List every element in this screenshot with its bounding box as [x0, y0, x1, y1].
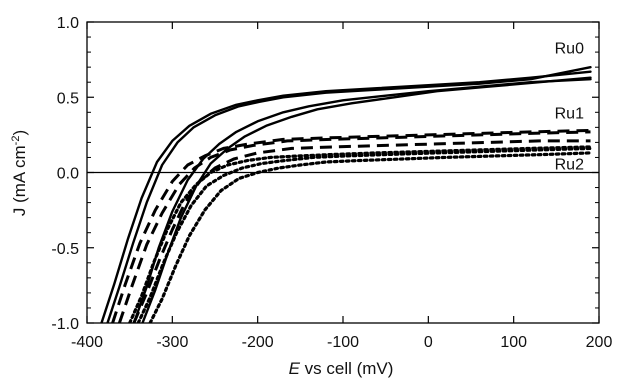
series-ru1-curve-2 — [117, 130, 591, 323]
series-ru1-curve-3 — [132, 139, 591, 323]
x-tick-label: -400 — [71, 334, 103, 351]
y-tick-label: 0.5 — [57, 90, 79, 107]
series-ru0-curve-1 — [100, 70, 592, 323]
curve-layer — [100, 66, 593, 323]
series-label-ru1: Ru1 — [555, 105, 584, 122]
annotation-layer: Ru0 Ru1 Ru2 — [555, 41, 584, 174]
y-tick-label: 1.0 — [57, 15, 79, 32]
series-ru0-curve-4 — [141, 76, 592, 323]
x-axis-title-rest: vs cell (mV) — [300, 359, 394, 378]
x-tick-label: 0 — [424, 334, 433, 351]
y-axis-title-end: ) — [10, 130, 29, 136]
series-label-ru2: Ru2 — [555, 156, 584, 173]
series-ru0-curve-3 — [132, 78, 592, 323]
y-axis-title-sup: -2 — [10, 136, 22, 146]
x-tick-label: -200 — [242, 334, 274, 351]
y-axis-title-main: J (mA cm — [10, 145, 29, 216]
x-tick-label: -300 — [156, 334, 188, 351]
series-ru2-curve-1 — [128, 145, 593, 323]
tick-layer: -400 -300 -200 -100 0 100 200 -1.0 -0.5 0.0 0.5 1.0 — [51, 15, 612, 351]
x-axis-title: E vs cell (mV) — [289, 359, 394, 378]
series-ru2-curve-2 — [136, 146, 593, 323]
x-tick-label: 200 — [586, 334, 613, 351]
y-tick-label: 0.0 — [57, 166, 79, 183]
x-tick-label: 100 — [500, 334, 527, 351]
y-axis-title: J (mA cm-2) — [10, 130, 29, 216]
x-axis-title-italic: E — [289, 359, 301, 378]
y-tick-label: -0.5 — [51, 241, 79, 258]
series-ru1-curve-1 — [111, 128, 591, 323]
y-tick-label: -1.0 — [51, 316, 79, 333]
series-ru2-curve-3 — [148, 151, 593, 323]
series-ru0-curve-2 — [106, 66, 592, 323]
series-label-ru0: Ru0 — [555, 41, 584, 58]
x-tick-label: -100 — [327, 334, 359, 351]
